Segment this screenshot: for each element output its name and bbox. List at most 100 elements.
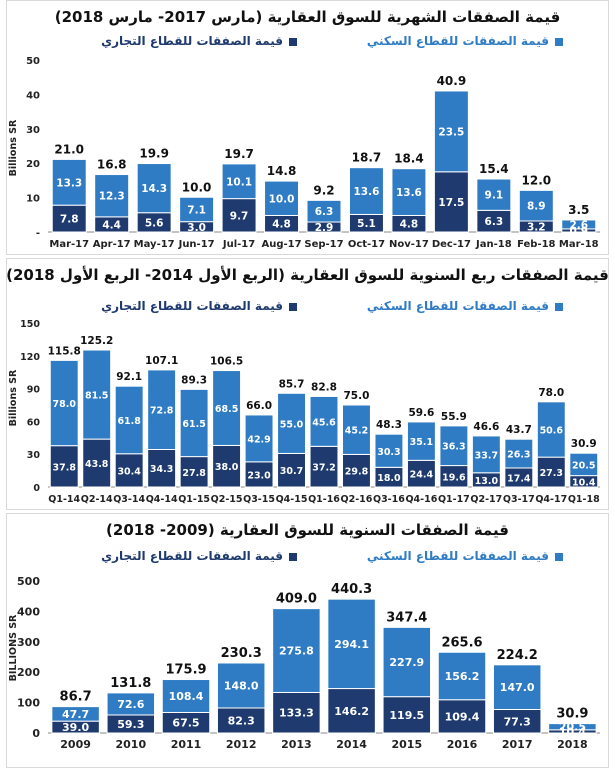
- data-label-total: 82.8: [311, 381, 337, 393]
- bar-commercial: [179, 456, 209, 488]
- y-tick-label: 100: [17, 697, 40, 710]
- legend-commercial: قيمة الصفقات للقطاع التجاري: [101, 549, 297, 563]
- legend-label: قيمة الصفقات للقطاع السكني: [366, 34, 549, 48]
- bar-residential: [391, 168, 427, 216]
- data-label-total: 230.3: [221, 646, 262, 661]
- data-label-residential: 227.9: [389, 656, 424, 669]
- y-tick-label: -: [36, 228, 40, 239]
- data-label-residential: 6.3: [315, 206, 334, 218]
- data-label-residential: 50.6: [540, 425, 564, 436]
- data-label-residential: 45.2: [345, 426, 368, 437]
- bar-residential: [471, 435, 501, 474]
- data-label-residential: 23.5: [438, 126, 464, 138]
- monthly-chart-panel: قيمة الصفقات الشهرية للسوق العقارية (مار…: [0, 0, 615, 255]
- data-label-total: 30.9: [571, 438, 597, 450]
- y-axis-label: BILLIONS SR: [8, 614, 19, 681]
- legend-swatch-residential: [555, 552, 563, 561]
- data-label-residential: 148.0: [224, 679, 259, 692]
- data-label-commercial: 4.8: [272, 219, 291, 231]
- bar-commercial: [49, 445, 79, 488]
- bar-residential: [114, 385, 144, 455]
- y-tick-label: 400: [17, 605, 40, 618]
- data-label-total: 46.6: [473, 421, 499, 433]
- data-label-commercial: 27.3: [540, 468, 563, 479]
- bar-commercial: [147, 448, 177, 488]
- bar-residential: [536, 401, 566, 458]
- data-label-total: 409.0: [276, 592, 317, 607]
- bar-residential: [136, 163, 172, 214]
- x-tick-label: 2014: [336, 738, 367, 751]
- quarterly-bar-chart: Billions SR 150 120 90 60 30 0 37.8 78.0 115.8 Q1-…: [8, 319, 600, 505]
- legend-residential: قيمة الصفقات للقطاع السكني: [367, 34, 563, 48]
- bar-residential: [348, 167, 384, 215]
- legend-label: قيمة الصفقات للقطاع السكني: [366, 299, 549, 313]
- bar-commercial: [277, 452, 306, 488]
- bar-commercial: [82, 438, 112, 488]
- y-tick-label: 0: [32, 727, 40, 740]
- data-label-total: 440.3: [331, 582, 372, 597]
- legend-swatch-residential: [555, 302, 563, 311]
- x-tick-label: 2016: [447, 738, 478, 751]
- x-tick-label: Nov-17: [389, 239, 429, 250]
- bar-residential: [437, 651, 487, 701]
- x-tick-label: 2012: [226, 738, 257, 751]
- data-label-residential: 13.6: [396, 187, 422, 199]
- data-label-commercial: 59.3: [117, 718, 144, 731]
- bar-residential: [548, 723, 597, 731]
- bar-residential: [342, 404, 371, 455]
- y-axis-label: Billions SR: [8, 119, 19, 176]
- data-label-residential: 156.2: [445, 670, 480, 683]
- data-label-commercial: 5.6: [145, 217, 164, 229]
- data-label-total: 106.5: [210, 356, 243, 368]
- y-tick-label: 20: [26, 159, 40, 170]
- data-label-commercial: 30.7: [280, 466, 303, 477]
- y-tick-label: 40: [26, 90, 40, 101]
- data-label-residential: 45.6: [312, 417, 336, 428]
- y-tick-label: 60: [27, 417, 41, 428]
- bar-residential: [106, 692, 156, 716]
- x-tick-label: 2009: [60, 738, 91, 751]
- data-label-total: 10.0: [182, 180, 212, 194]
- bar-residential: [439, 425, 469, 467]
- x-tick-label: Q1-18: [568, 494, 600, 505]
- legend-commercial: قيمة الصفقات للقطاع التجاري: [101, 299, 297, 313]
- data-label-total: 175.9: [165, 663, 206, 678]
- x-tick-label: Q2-17: [470, 494, 502, 505]
- data-label-total: 3.5: [568, 203, 589, 217]
- x-tick-label: Q2-16: [341, 494, 373, 505]
- annual-bar-chart: BILLIONS SR 500 400 300 200 100 0 39.047.7 86.7 2…: [8, 575, 600, 751]
- data-label-commercial: 29.8: [345, 467, 369, 478]
- data-label-total: 18.7: [352, 151, 382, 165]
- data-label-commercial: 4.8: [400, 219, 419, 231]
- data-label-residential: 26.3: [507, 450, 530, 461]
- bar-residential: [374, 433, 404, 468]
- data-label-residential: 275.8: [279, 645, 314, 658]
- data-label-residential: 14.3: [141, 183, 167, 195]
- legend-residential: قيمة الصفقات للقطاع السكني: [367, 299, 563, 313]
- data-label-commercial: 10.4: [572, 477, 596, 488]
- data-label-total: 15.4: [479, 162, 509, 176]
- x-tick-label: Q3-14: [113, 494, 145, 505]
- bar-commercial: [114, 453, 144, 488]
- data-label-total: 86.7: [60, 690, 92, 705]
- x-tick-label: Q2-15: [211, 494, 243, 505]
- data-label-commercial: 37.8: [53, 462, 77, 473]
- legend-label: قيمة الصفقات للقطاع التجاري: [101, 299, 283, 313]
- bar-residential: [94, 174, 130, 218]
- data-label-total: 85.7: [279, 378, 305, 390]
- data-label-total: 131.8: [110, 676, 151, 691]
- x-tick-label: Q1-14: [48, 494, 80, 505]
- x-tick-label: Dec-17: [432, 239, 471, 250]
- bar-commercial: [433, 171, 469, 233]
- x-tick-label: Mar-18: [559, 239, 599, 250]
- data-label-residential: 61.8: [117, 416, 141, 427]
- bar-residential: [309, 395, 339, 447]
- data-label-total: 125.2: [80, 335, 113, 347]
- x-tick-label: Feb-18: [517, 239, 555, 250]
- data-label-total: 66.0: [246, 400, 272, 412]
- x-tick-label: Q4-17: [535, 494, 567, 505]
- legend-swatch-commercial: [289, 552, 297, 561]
- bar-commercial: [437, 699, 487, 734]
- data-label-residential: 294.1: [334, 638, 369, 651]
- data-label-residential: 2.6: [569, 219, 588, 231]
